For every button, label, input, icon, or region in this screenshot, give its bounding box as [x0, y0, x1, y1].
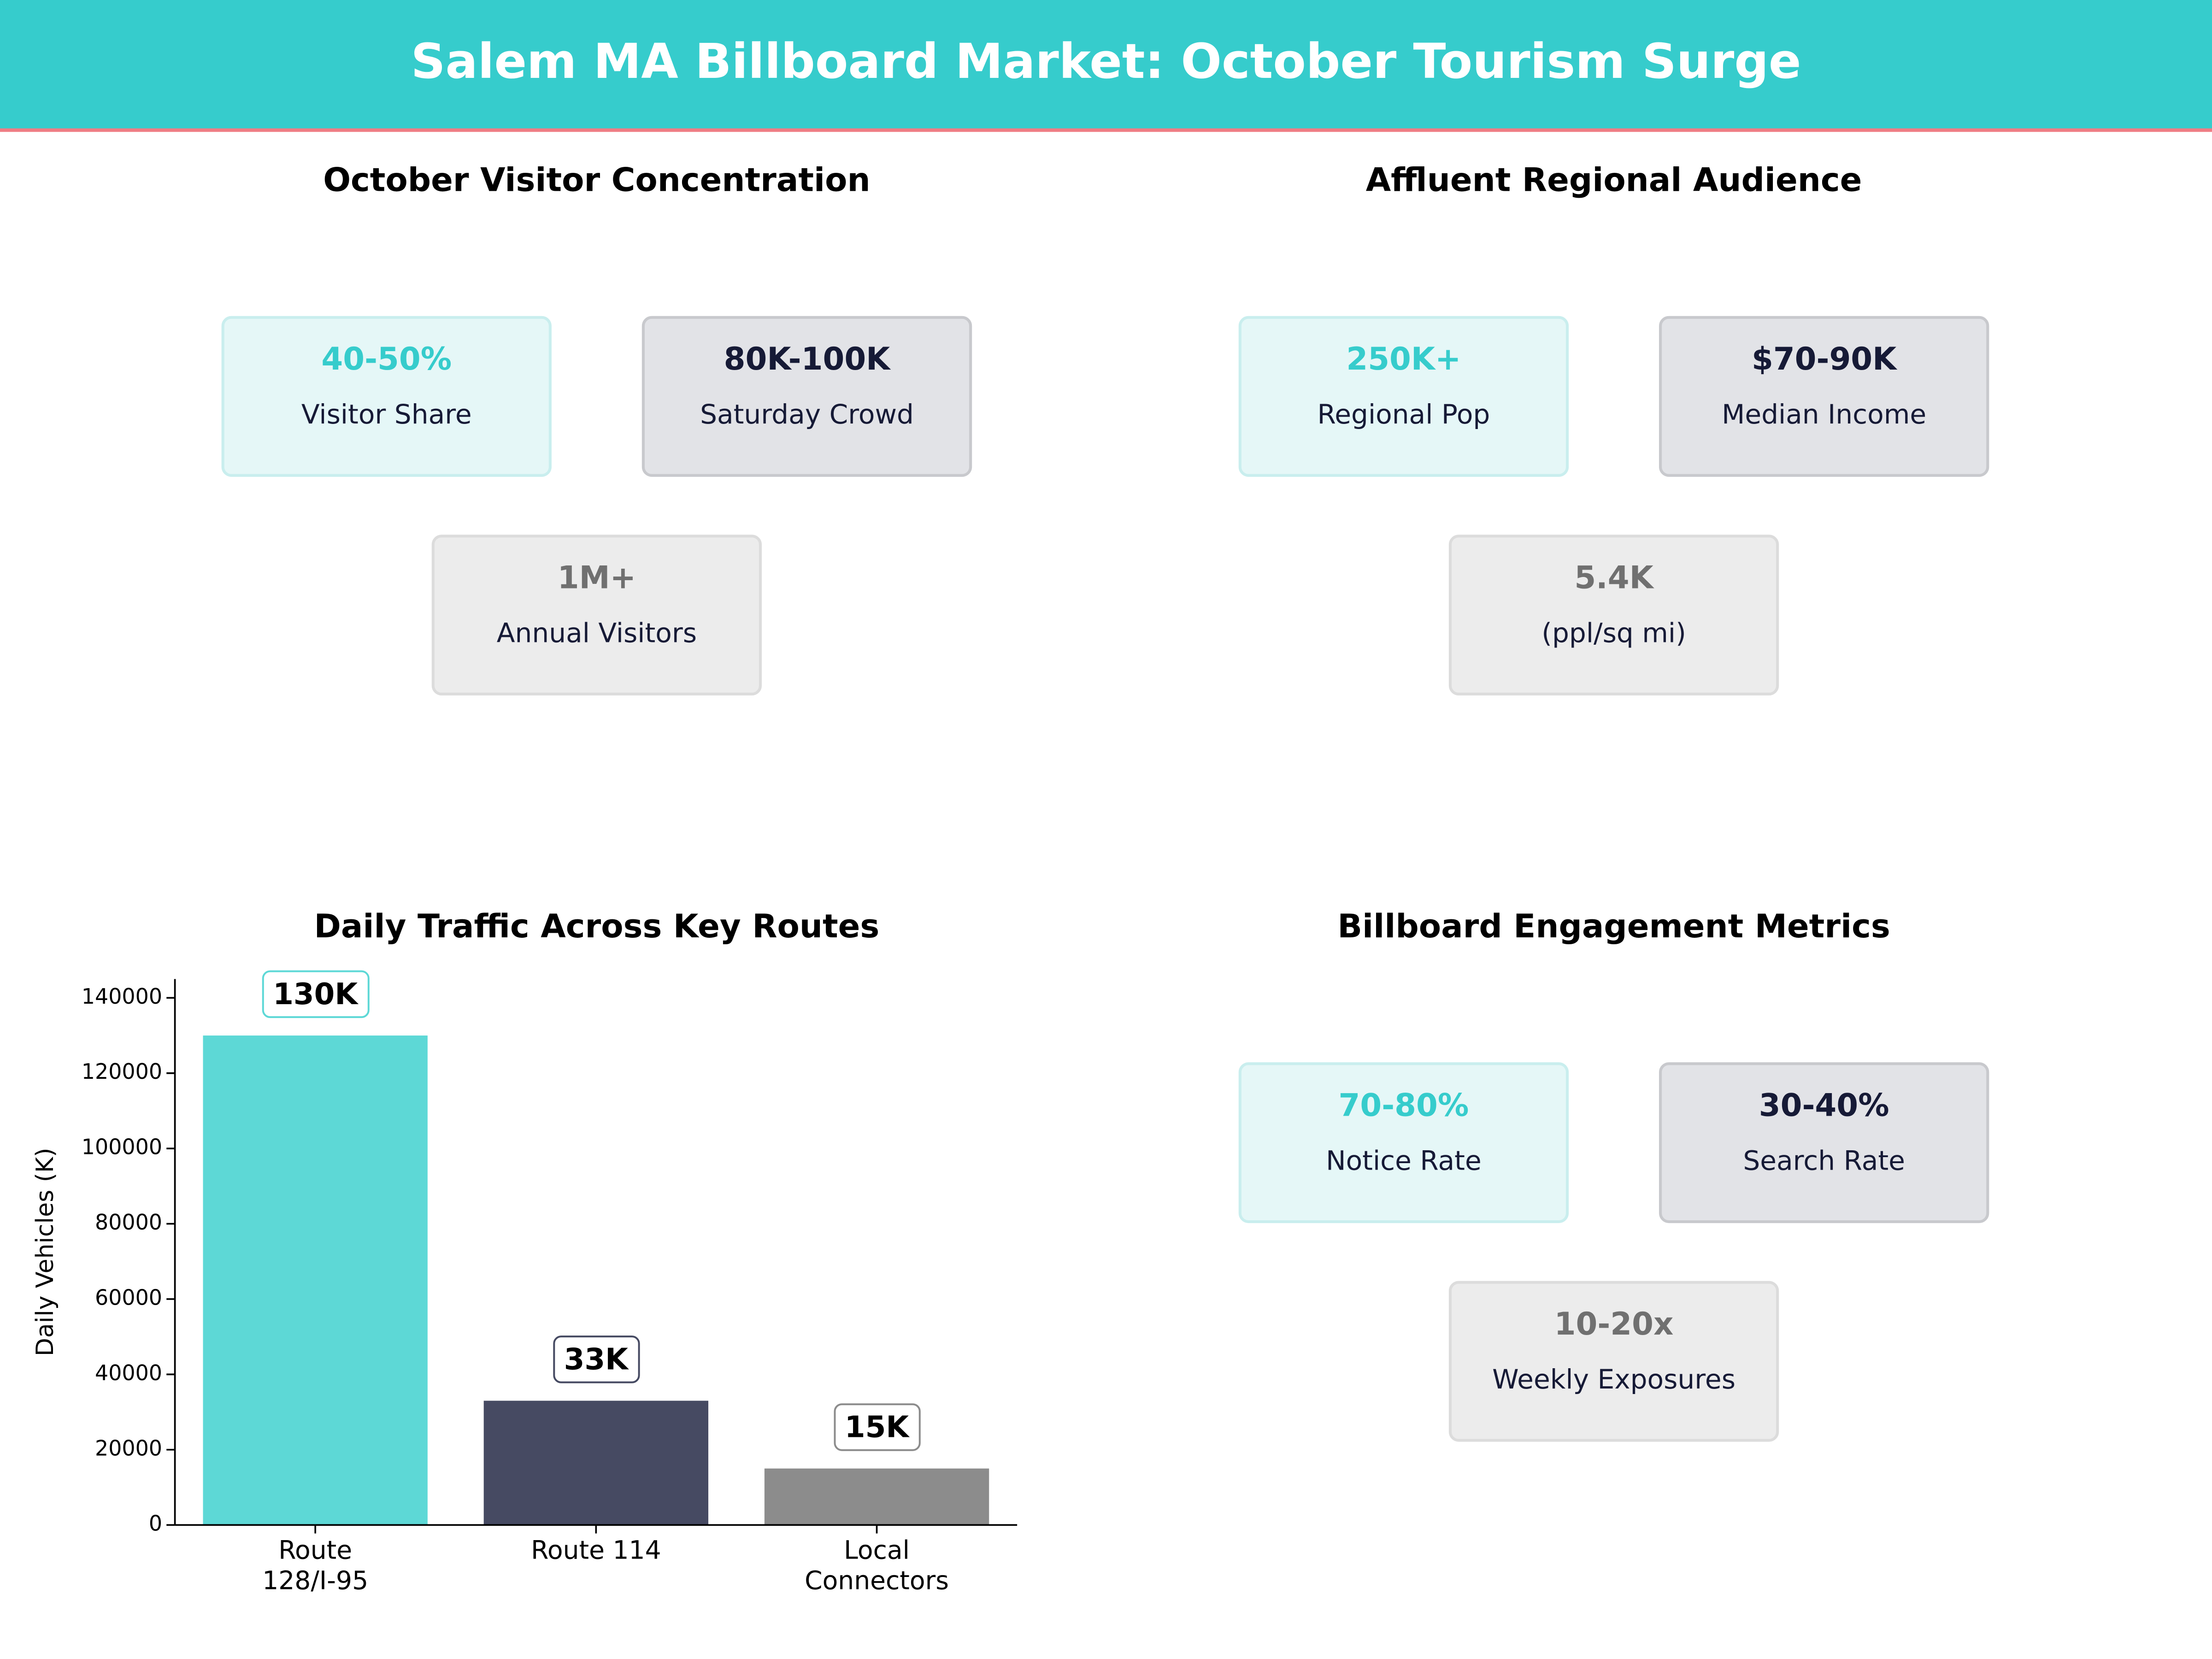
data-label-box: [262, 970, 370, 1018]
kpi-label: Saturday Crowd: [700, 399, 914, 430]
kpi-label: Median Income: [1722, 399, 1926, 430]
kpi-value: 80K-100K: [724, 341, 891, 377]
panel-title: Affluent Regional Audience: [1366, 161, 1862, 199]
data-label-box: [553, 1335, 640, 1383]
kpi-label: Annual Visitors: [497, 618, 697, 649]
data-label-box: [834, 1403, 921, 1451]
x-tick-label: Local Connectors: [805, 1535, 949, 1595]
bar: [764, 1468, 989, 1525]
kpi-value: 5.4K: [1574, 559, 1654, 596]
y-tick-label: 40000: [95, 1360, 162, 1385]
kpi-value: 1M+: [558, 559, 636, 596]
kpi-label: Search Rate: [1743, 1145, 1905, 1177]
y-tick-label: 60000: [95, 1285, 162, 1310]
kpi-label: (ppl/sq mi): [1541, 618, 1686, 649]
chart-title: Daily Traffic Across Key Routes: [314, 907, 879, 945]
y-tick-label: 120000: [82, 1059, 162, 1084]
kpi-card: [641, 316, 972, 477]
y-tick-label: 0: [149, 1511, 162, 1536]
bar: [483, 1400, 709, 1525]
kpi-card: [431, 535, 762, 696]
kpi-label: Visitor Share: [301, 399, 472, 430]
y-tick-label: 100000: [82, 1135, 162, 1159]
header-rule: [0, 128, 2212, 132]
kpi-label: Notice Rate: [1326, 1145, 1482, 1177]
kpi-card: [1448, 535, 1779, 696]
x-tick-label: Route 114: [531, 1535, 661, 1565]
y-tick-label: 20000: [95, 1435, 162, 1460]
kpi-value: 10-20x: [1554, 1306, 1674, 1342]
kpi-card: [1659, 1062, 1989, 1224]
data-label: 130K: [273, 977, 359, 1012]
kpi-card: [1448, 1281, 1779, 1442]
kpi-card: [1659, 316, 1989, 477]
bar: [203, 1035, 428, 1525]
kpi-card: [1238, 316, 1569, 477]
kpi-value: 70-80%: [1339, 1087, 1469, 1124]
kpi-label: Regional Pop: [1317, 399, 1490, 430]
data-label: 33K: [564, 1342, 629, 1377]
kpi-card: [1238, 1062, 1569, 1224]
y-axis-label: Daily Vehicles (K): [31, 1148, 59, 1357]
x-tick-label: Route 128/I-95: [262, 1535, 368, 1595]
kpi-value: 30-40%: [1759, 1087, 1889, 1124]
kpi-value: $70-90K: [1752, 341, 1898, 377]
kpi-card: [221, 316, 552, 477]
y-tick-label: 140000: [82, 984, 162, 1009]
header-bar: [0, 0, 2212, 130]
kpi-value: 40-50%: [321, 341, 452, 377]
kpi-label: Weekly Exposures: [1492, 1364, 1735, 1395]
data-label: 15K: [845, 1410, 910, 1444]
panel-title: Billboard Engagement Metrics: [1337, 907, 1890, 945]
kpi-value: 250K+: [1346, 341, 1461, 377]
y-tick-label: 80000: [95, 1210, 162, 1235]
page-title: Salem MA Billboard Market: October Touri…: [411, 33, 1801, 89]
panel-title: October Visitor Concentration: [323, 161, 870, 199]
